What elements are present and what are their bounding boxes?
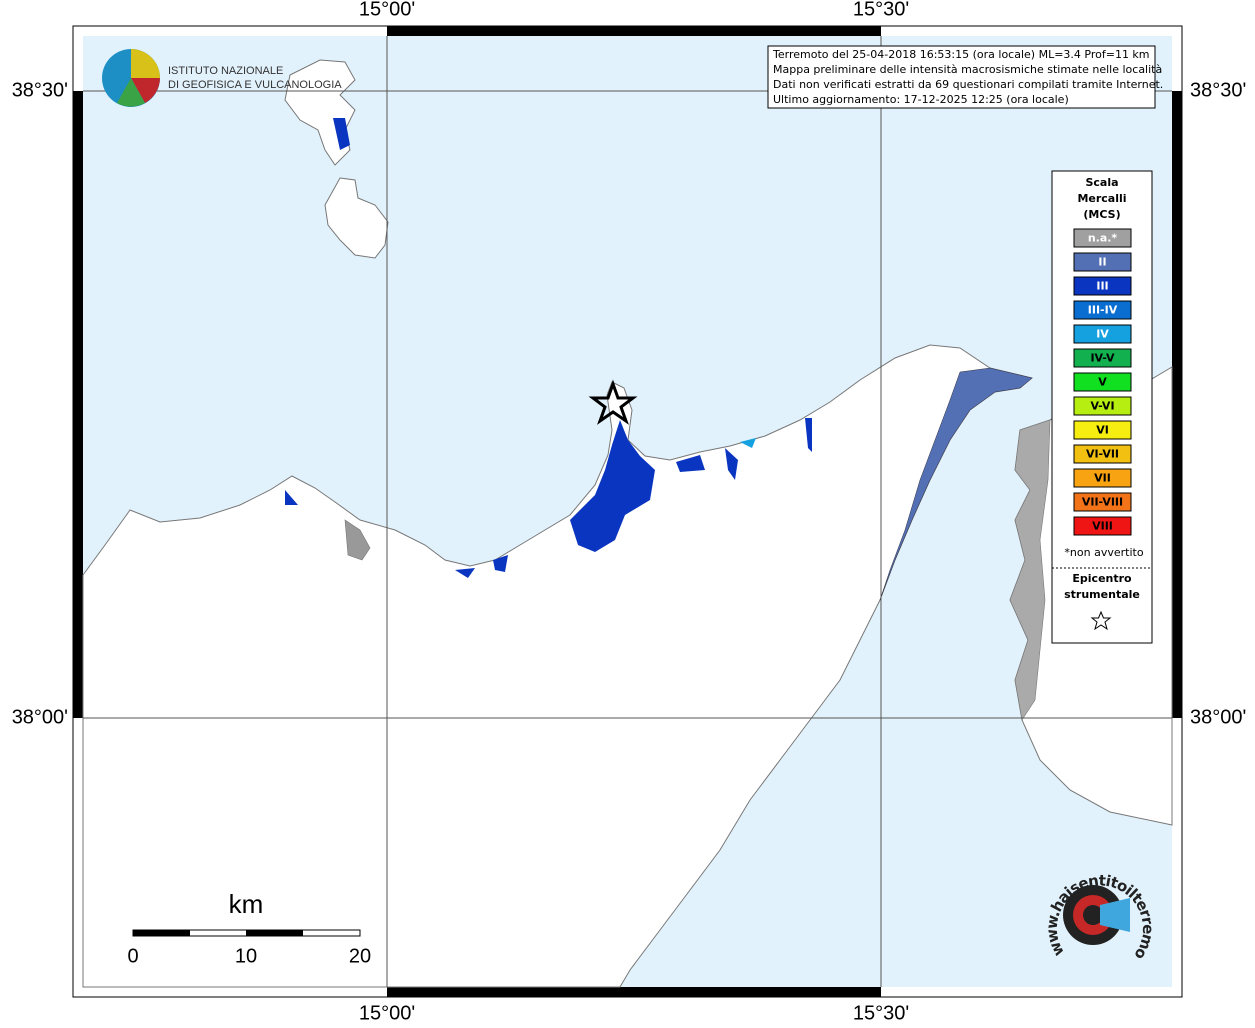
legend-swatch	[1073, 324, 1132, 344]
land-gray	[1009, 419, 1051, 721]
lat-label: 38°30'	[1190, 79, 1246, 101]
legend-title: (MCS)	[1083, 208, 1120, 221]
frame-bars	[73, 26, 1182, 997]
island-vulcano	[324, 177, 389, 259]
legend-label: VII-VIII	[1082, 496, 1123, 509]
lat-label: 38°00'	[12, 706, 68, 728]
scale-bar: km 0 10 20	[127, 889, 371, 967]
legend-title: Mercalli	[1077, 192, 1126, 205]
intensity-area-ii	[879, 367, 1033, 601]
watermark-ring	[1083, 905, 1103, 925]
legend-label: VII	[1094, 472, 1111, 485]
logo-segment	[131, 49, 160, 78]
scale-label: 10	[235, 945, 257, 967]
lat-label: 38°30'	[12, 79, 68, 101]
legend-swatch	[1073, 396, 1132, 416]
logo-segment	[117, 78, 145, 107]
land-sicily	[82, 344, 1034, 988]
legend-label: VI-VII	[1086, 448, 1119, 461]
scale-unit: km	[229, 889, 264, 919]
legend-note: *non avvertito	[1064, 546, 1143, 559]
info-line: Dati non verificati estratti da 69 quest…	[773, 78, 1163, 91]
legend-label: VIII	[1092, 520, 1113, 533]
legend-epicenter: Epicentro	[1072, 572, 1132, 585]
intensity-areas	[285, 118, 812, 578]
info-line: Terremoto del 25-04-2018 16:53:15 (ora l…	[772, 48, 1150, 61]
logo-segment	[131, 78, 160, 103]
legend-epicenter: strumentale	[1064, 588, 1140, 601]
legend-label: V	[1098, 376, 1107, 389]
scale-seg	[133, 930, 190, 936]
legend-star	[1090, 610, 1112, 631]
land-gray	[344, 519, 371, 561]
intensity-area-iv	[740, 438, 756, 448]
lon-label: 15°00'	[359, 0, 415, 20]
logo-text: ISTITUTO NAZIONALE	[168, 65, 283, 77]
lat-label: 38°00'	[1190, 706, 1246, 728]
legend-swatch	[1073, 228, 1132, 248]
info-line: Ultimo aggiornamento: 17-12-2025 12:25 (…	[773, 93, 1069, 106]
epicenter-star	[588, 379, 638, 425]
lon-label: 15°00'	[359, 1002, 415, 1024]
legend-title: Scala	[1085, 176, 1118, 189]
lon-label: 15°30'	[853, 1002, 909, 1024]
legend-swatch	[1073, 444, 1132, 464]
legend-swatch	[1073, 492, 1132, 512]
legend-label: VI	[1096, 424, 1109, 437]
legend-swatch	[1073, 348, 1132, 368]
legend-label: III-IV	[1088, 304, 1118, 317]
legend-label: IV	[1096, 328, 1109, 341]
watermark-horn	[1100, 898, 1130, 932]
legend-swatch	[1073, 420, 1132, 440]
legend-swatch	[1073, 300, 1132, 320]
legend-swatch	[1073, 372, 1132, 392]
info-box	[767, 45, 1156, 109]
logo-text: DI GEOFISICA E VULCANOLOGIA	[168, 79, 342, 91]
logo: ISTITUTO NAZIONALE DI GEOFISICA E VULCAN…	[102, 49, 342, 107]
legend: Scala Mercalli (MCS) *non avvertito Epic…	[1051, 170, 1153, 644]
legend-swatch	[1073, 252, 1132, 272]
legend-label: IV-V	[1090, 352, 1115, 365]
legend-swatch	[1073, 516, 1132, 536]
legend-swatch	[1073, 468, 1132, 488]
legend-label: II	[1098, 256, 1106, 269]
scale-label: 0	[127, 945, 138, 967]
lon-label: 15°30'	[853, 0, 909, 20]
legend-label: V-VI	[1090, 400, 1114, 413]
legend-swatch	[1073, 276, 1132, 296]
legend-label: n.a.*	[1088, 232, 1118, 245]
legend-label: III	[1096, 280, 1108, 293]
scale-seg	[246, 930, 303, 936]
info-line: Mappa preliminare delle intensità macros…	[773, 63, 1162, 76]
scale-label: 20	[349, 945, 371, 967]
